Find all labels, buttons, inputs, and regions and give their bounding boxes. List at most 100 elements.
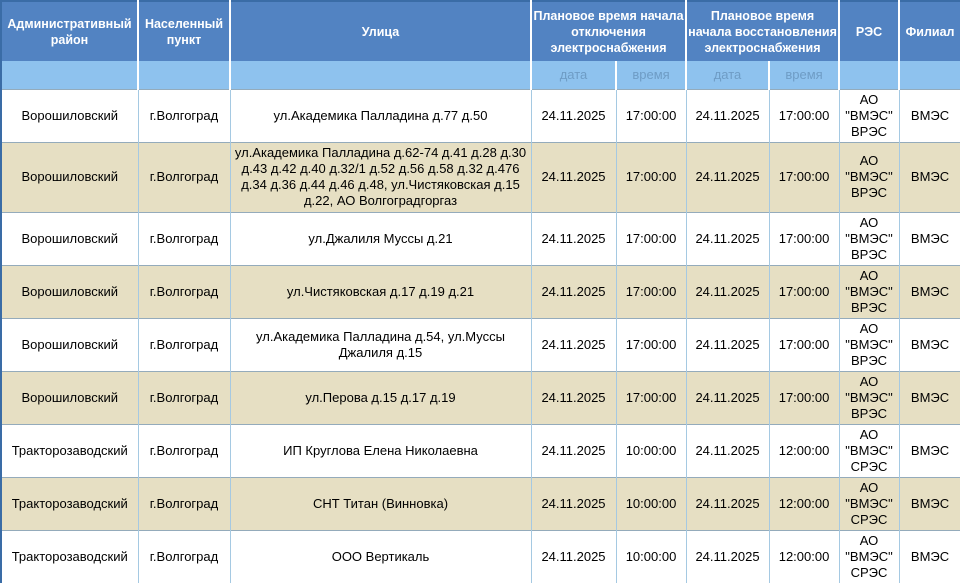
sub-header-empty bbox=[138, 61, 231, 89]
column-header-res: РЭС bbox=[839, 1, 901, 61]
cell-outage-time: 17:00:00 bbox=[616, 264, 687, 318]
sub-header-restore-time: время bbox=[769, 61, 841, 89]
cell-res: АО "ВМЭС" СРЭС bbox=[839, 476, 900, 530]
cell-district: Тракторозаводский bbox=[1, 476, 139, 530]
cell-outage-date: 24.11.2025 bbox=[531, 141, 617, 212]
cell-restore-time: 12:00:00 bbox=[769, 476, 840, 530]
cell-restore-time: 12:00:00 bbox=[769, 423, 840, 477]
cell-branch: ВМЭС bbox=[899, 529, 960, 583]
cell-settlement: г.Волгоград bbox=[138, 476, 231, 530]
cell-district: Ворошиловский bbox=[1, 370, 139, 424]
table-body: Ворошиловский г.Волгоград ул.Академика П… bbox=[1, 88, 960, 583]
column-header-settlement: Населенный пункт bbox=[138, 1, 231, 61]
cell-outage-time: 10:00:00 bbox=[616, 476, 687, 530]
cell-district: Ворошиловский bbox=[1, 211, 139, 265]
column-header-district: Административный район bbox=[1, 1, 139, 61]
cell-outage-date: 24.11.2025 bbox=[531, 370, 617, 424]
cell-res: АО "ВМЭС" ВРЭС bbox=[839, 317, 900, 371]
sub-header-outage-date: дата bbox=[531, 61, 617, 89]
cell-branch: ВМЭС bbox=[899, 476, 960, 530]
table-row: Ворошиловский г.Волгоград ул.Чистяковска… bbox=[1, 264, 960, 318]
sub-header-empty bbox=[899, 61, 960, 89]
cell-outage-time: 17:00:00 bbox=[616, 317, 687, 371]
cell-street: ул.Академика Палладина д.77 д.50 bbox=[230, 88, 532, 142]
cell-street: ООО Вертикаль bbox=[230, 529, 532, 583]
table-row: Ворошиловский г.Волгоград ул.Академика П… bbox=[1, 317, 960, 371]
header-row: Административный район Населенный пункт … bbox=[1, 1, 960, 61]
table-row: Ворошиловский г.Волгоград ул.Перова д.15… bbox=[1, 370, 960, 424]
cell-restore-date: 24.11.2025 bbox=[686, 423, 770, 477]
cell-settlement: г.Волгоград bbox=[138, 211, 231, 265]
cell-restore-date: 24.11.2025 bbox=[686, 88, 770, 142]
column-header-branch: Филиал bbox=[899, 1, 960, 61]
cell-outage-date: 24.11.2025 bbox=[531, 423, 617, 477]
table-row: Тракторозаводский г.Волгоград ООО Вертик… bbox=[1, 529, 960, 583]
cell-res: АО "ВМЭС" ВРЭС bbox=[839, 211, 900, 265]
cell-outage-date: 24.11.2025 bbox=[531, 529, 617, 583]
cell-outage-time: 17:00:00 bbox=[616, 88, 687, 142]
cell-branch: ВМЭС bbox=[899, 141, 960, 212]
cell-branch: ВМЭС bbox=[899, 370, 960, 424]
cell-res: АО "ВМЭС" ВРЭС bbox=[839, 141, 900, 212]
cell-district: Ворошиловский bbox=[1, 88, 139, 142]
cell-res: АО "ВМЭС" ВРЭС bbox=[839, 370, 900, 424]
cell-branch: ВМЭС bbox=[899, 423, 960, 477]
cell-outage-date: 24.11.2025 bbox=[531, 264, 617, 318]
cell-settlement: г.Волгоград bbox=[138, 370, 231, 424]
cell-restore-date: 24.11.2025 bbox=[686, 529, 770, 583]
sub-header-row: дата время дата время bbox=[1, 61, 960, 89]
cell-restore-time: 12:00:00 bbox=[769, 529, 840, 583]
cell-street: ул.Перова д.15 д.17 д.19 bbox=[230, 370, 532, 424]
sub-header-restore-date: дата bbox=[686, 61, 771, 89]
cell-restore-time: 17:00:00 bbox=[769, 88, 840, 142]
cell-restore-time: 17:00:00 bbox=[769, 141, 840, 212]
table-row: Ворошиловский г.Волгоград ул.Академика П… bbox=[1, 141, 960, 212]
cell-settlement: г.Волгоград bbox=[138, 141, 231, 212]
cell-restore-date: 24.11.2025 bbox=[686, 317, 770, 371]
cell-district: Ворошиловский bbox=[1, 264, 139, 318]
cell-outage-time: 17:00:00 bbox=[616, 370, 687, 424]
column-header-restore-start: Плановое время начала восстановления эле… bbox=[686, 1, 841, 61]
cell-outage-date: 24.11.2025 bbox=[531, 88, 617, 142]
cell-outage-date: 24.11.2025 bbox=[531, 211, 617, 265]
cell-settlement: г.Волгоград bbox=[138, 317, 231, 371]
cell-branch: ВМЭС bbox=[899, 88, 960, 142]
cell-restore-time: 17:00:00 bbox=[769, 317, 840, 371]
cell-restore-date: 24.11.2025 bbox=[686, 370, 770, 424]
cell-street: ул.Чистяковская д.17 д.19 д.21 bbox=[230, 264, 532, 318]
column-header-outage-start: Плановое время начала отключения электро… bbox=[531, 1, 688, 61]
table-row: Тракторозаводский г.Волгоград ИП Круглов… bbox=[1, 423, 960, 477]
cell-district: Ворошиловский bbox=[1, 141, 139, 212]
cell-outage-date: 24.11.2025 bbox=[531, 476, 617, 530]
sub-header-empty bbox=[1, 61, 139, 89]
cell-restore-time: 17:00:00 bbox=[769, 211, 840, 265]
cell-district: Ворошиловский bbox=[1, 317, 139, 371]
cell-restore-time: 17:00:00 bbox=[769, 370, 840, 424]
cell-branch: ВМЭС bbox=[899, 317, 960, 371]
cell-street: ул.Джалиля Муссы д.21 bbox=[230, 211, 532, 265]
cell-settlement: г.Волгоград bbox=[138, 88, 231, 142]
table-row: Тракторозаводский г.Волгоград СНТ Титан … bbox=[1, 476, 960, 530]
cell-settlement: г.Волгоград bbox=[138, 423, 231, 477]
cell-res: АО "ВМЭС" СРЭС bbox=[839, 423, 900, 477]
cell-branch: ВМЭС bbox=[899, 264, 960, 318]
cell-street: ул.Академика Палладина д.54, ул.Муссы Дж… bbox=[230, 317, 532, 371]
cell-res: АО "ВМЭС" СРЭС bbox=[839, 529, 900, 583]
cell-outage-date: 24.11.2025 bbox=[531, 317, 617, 371]
cell-res: АО "ВМЭС" ВРЭС bbox=[839, 264, 900, 318]
sub-header-empty bbox=[839, 61, 901, 89]
cell-outage-time: 17:00:00 bbox=[616, 211, 687, 265]
cell-street: СНТ Титан (Винновка) bbox=[230, 476, 532, 530]
table-row: Ворошиловский г.Волгоград ул.Академика П… bbox=[1, 88, 960, 142]
cell-district: Тракторозаводский bbox=[1, 423, 139, 477]
sub-header-empty bbox=[230, 61, 532, 89]
cell-settlement: г.Волгоград bbox=[138, 264, 231, 318]
cell-res: АО "ВМЭС" ВРЭС bbox=[839, 88, 900, 142]
cell-restore-date: 24.11.2025 bbox=[686, 476, 770, 530]
table-row: Ворошиловский г.Волгоград ул.Джалиля Мус… bbox=[1, 211, 960, 265]
cell-street: ул.Академика Палладина д.62-74 д.41 д.28… bbox=[230, 141, 532, 212]
cell-street: ИП Круглова Елена Николаевна bbox=[230, 423, 532, 477]
cell-outage-time: 17:00:00 bbox=[616, 141, 687, 212]
cell-restore-date: 24.11.2025 bbox=[686, 141, 770, 212]
